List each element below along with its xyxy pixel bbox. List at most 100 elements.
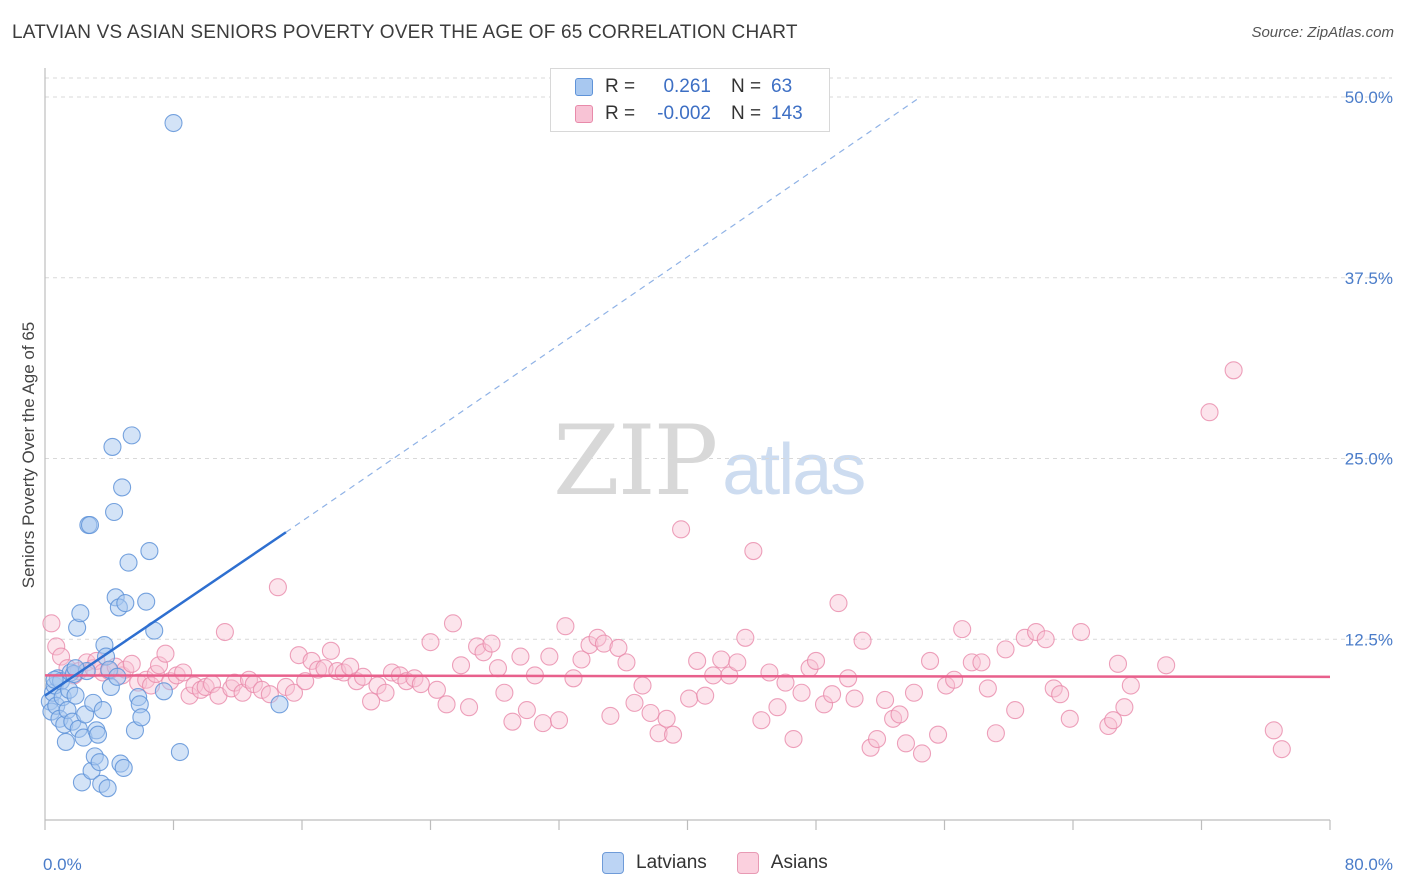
asian-point — [459, 698, 479, 717]
latvian-point — [105, 502, 124, 522]
asian-point — [986, 724, 1005, 743]
latvian-point — [154, 682, 173, 701]
latvian-point — [170, 742, 189, 762]
asian-point — [47, 637, 66, 656]
asian-point — [1060, 709, 1079, 728]
asian-point — [1036, 630, 1055, 649]
asian-point — [488, 659, 508, 678]
asian-point — [1015, 628, 1034, 647]
latvian-point — [119, 553, 138, 572]
latvian-point — [90, 753, 109, 772]
asian-point — [1006, 701, 1025, 720]
asian-point — [540, 647, 559, 666]
latvian-point — [66, 686, 85, 705]
asian-point — [495, 683, 514, 702]
asian-point — [972, 653, 991, 672]
asian-point — [549, 711, 569, 730]
asian-point — [376, 683, 395, 702]
latvian-point — [270, 695, 289, 714]
asian-point — [1272, 740, 1291, 759]
watermark-atlas: atlas — [722, 430, 866, 510]
asian-point — [321, 641, 340, 660]
asian-point — [180, 686, 199, 705]
asian-point — [1264, 721, 1283, 740]
asian-point — [688, 651, 707, 670]
latvian-point — [98, 779, 117, 798]
latvians-legend-label: Latvians — [636, 852, 707, 873]
y-tick-label: 37.5% — [1345, 269, 1393, 288]
asian-point — [663, 725, 683, 744]
latvian-point — [116, 594, 135, 613]
asian-point — [633, 676, 652, 695]
asian-n-label: N = — [731, 103, 762, 124]
asian-point — [191, 680, 210, 699]
asian-point — [853, 631, 872, 650]
asian-point — [978, 679, 997, 698]
latvian-point — [88, 725, 108, 744]
asian-point — [625, 693, 644, 712]
asian-point — [728, 653, 747, 672]
latvian-point — [71, 604, 90, 623]
latvian-trend-extension — [285, 96, 921, 533]
asian-point — [268, 578, 287, 597]
asian-point — [556, 617, 575, 636]
asian-point — [945, 670, 964, 689]
asian-point — [594, 634, 614, 653]
latvian-point — [137, 592, 156, 611]
asian-swatch — [575, 105, 593, 123]
asian-point — [572, 650, 591, 669]
asian-point — [712, 650, 731, 669]
latvian-point — [113, 478, 132, 497]
asian-point — [806, 651, 826, 670]
legend-row-latvians: R = 0.261 N = 63 — [575, 75, 792, 99]
asian-point — [533, 714, 552, 733]
asian-point — [845, 689, 864, 708]
asian-r-label: R = — [605, 103, 636, 124]
asian-point — [792, 683, 811, 702]
latvian-point — [114, 758, 133, 777]
asian-point — [768, 698, 787, 717]
asian-point — [1027, 622, 1046, 642]
asian-point — [564, 669, 583, 688]
asian-point — [149, 656, 169, 675]
asian-points — [42, 361, 1291, 763]
latvian-r-label: R = — [605, 76, 636, 97]
latvian-point — [72, 773, 91, 792]
asian-point — [920, 651, 940, 670]
asian-point — [929, 725, 948, 744]
trend-lines — [44, 96, 1331, 697]
asian-point — [156, 644, 175, 663]
asian-point — [784, 729, 803, 749]
grid-lines — [45, 77, 1392, 640]
asian-point — [823, 685, 842, 704]
watermark-zip: ZIP — [553, 405, 718, 517]
asian-point — [222, 679, 241, 698]
asian-point — [1071, 622, 1091, 642]
latvian-point — [108, 667, 127, 686]
asian-point — [953, 620, 972, 639]
asian-point — [912, 744, 932, 763]
latvian-point — [140, 541, 159, 561]
latvian-n-label: N = — [731, 76, 762, 97]
asian-point — [641, 703, 660, 723]
latvian-n-value: 63 — [771, 76, 793, 97]
asian-point — [760, 663, 779, 682]
asian-point — [215, 622, 234, 642]
asian-n-value: 143 — [771, 103, 803, 124]
asians-legend-label: Asians — [770, 852, 828, 873]
asian-point — [42, 614, 61, 633]
asian-point — [122, 654, 141, 673]
legend-item-latvians[interactable]: Latvians — [602, 852, 707, 874]
legend-item-asians[interactable]: Asians — [736, 852, 828, 874]
asian-point — [503, 712, 522, 731]
legend-row-asians: R = -0.002 N = 143 — [575, 102, 803, 126]
asian-point — [1051, 685, 1070, 704]
asian-point — [744, 541, 763, 561]
asian-point — [680, 689, 699, 708]
asian-point — [617, 653, 636, 672]
asian-point — [1108, 654, 1128, 673]
x-tick-label: 80.0% — [1345, 855, 1393, 874]
latvian-trend-line — [44, 531, 287, 697]
y-tick-label: 50.0% — [1345, 88, 1393, 107]
